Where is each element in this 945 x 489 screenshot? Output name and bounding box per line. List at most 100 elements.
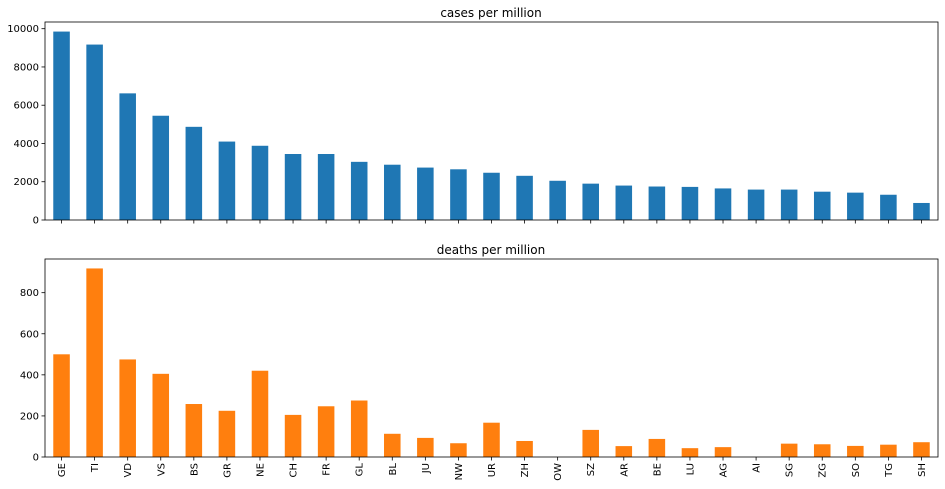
bar-ti [86, 44, 103, 220]
bar-ur [483, 422, 500, 457]
x-tick-label: GE [57, 463, 68, 477]
bar-fr [317, 406, 335, 457]
x-tick-label: NW [454, 463, 465, 480]
x-tick-label: ZH [520, 463, 531, 477]
bar-fr [317, 154, 335, 220]
x-tick-label: GL [355, 463, 366, 477]
x-tick-label: BS [189, 463, 200, 476]
bar-tg [880, 444, 897, 457]
x-tick-label: SH [917, 463, 928, 477]
y-tick-label: 800 [20, 288, 39, 299]
x-tick-label: AR [619, 463, 630, 477]
bar-nw [450, 443, 467, 457]
x-tick-label: NE [255, 463, 266, 477]
x-tick-label: TG [884, 463, 895, 478]
bar-zg [813, 444, 831, 457]
x-tick-label: VS [156, 463, 167, 476]
bar-ne [251, 145, 269, 220]
bar-sh [913, 202, 930, 220]
bar-sz [582, 429, 599, 457]
bar-nw [450, 169, 467, 220]
bar-vs [152, 115, 170, 220]
bar-be [648, 438, 666, 457]
bar-vd [119, 93, 136, 220]
bar-vs [152, 373, 170, 457]
x-tick-label: LU [685, 463, 696, 475]
bar-sh [913, 442, 930, 457]
bar-be [648, 186, 666, 220]
bar-bs [185, 404, 203, 457]
bar-lu [681, 186, 699, 220]
y-tick-label: 400 [20, 370, 39, 381]
bar-bl [384, 433, 401, 457]
x-axis: GE TI VD VS BS GR NE CH FR GL BL JU NW UR ZH OW SZ AR BE LU… [57, 457, 928, 481]
y-axis: 0 2000 4000 6000 8000 10000 [7, 24, 45, 227]
bar-ur [483, 172, 500, 220]
bar-gl [350, 161, 368, 220]
y-tick-label: 200 [20, 411, 39, 422]
x-tick-label: OW [553, 463, 564, 481]
bar-ge [53, 31, 70, 220]
plot-frame [44, 258, 939, 458]
bar-ar [615, 185, 633, 220]
bar-ag [714, 188, 732, 220]
y-tick-label: 6000 [14, 101, 39, 112]
x-tick-label: AI [752, 463, 763, 473]
bar-ju [417, 437, 434, 457]
y-tick-label: 8000 [14, 62, 39, 73]
y-axis: 0 200 400 600 800 [20, 288, 45, 464]
bar-so [847, 192, 864, 220]
x-tick-label: BE [652, 463, 663, 476]
bar-ne [251, 370, 269, 457]
x-tick-label: ZG [818, 463, 829, 478]
x-tick-label: SZ [586, 463, 597, 476]
x-tick-label: FR [322, 463, 333, 476]
x-tick-label: AG [719, 463, 730, 477]
cases-per-million-subplot: cases per million 0 2000 4000 6000 8000 10000 [7, 6, 939, 227]
bar-ar [615, 446, 633, 457]
bar-ge [53, 354, 70, 457]
bar-tg [880, 194, 897, 220]
chart-title: deaths per million [437, 243, 545, 257]
bar-ch [284, 414, 302, 457]
bar-zh [516, 175, 533, 220]
bar-series [53, 268, 930, 457]
deaths-per-million-subplot: deaths per million 0 200 400 600 800 GE TI VD V… [20, 243, 939, 481]
bar-vd [119, 359, 136, 457]
bar-ju [417, 167, 434, 220]
x-tick-label: GR [222, 463, 233, 478]
x-tick-label: BL [388, 463, 399, 476]
chart-title: cases per million [440, 6, 541, 20]
bar-bs [185, 126, 203, 220]
bar-bl [384, 164, 401, 220]
bar-zh [516, 440, 533, 457]
x-tick-label: VD [123, 463, 134, 478]
x-tick-label: TI [90, 463, 101, 473]
x-tick-label: JU [421, 463, 432, 474]
bar-zg [813, 191, 831, 220]
x-tick-label: CH [289, 463, 300, 478]
bar-series [53, 31, 930, 220]
bar-ow [549, 180, 566, 220]
bar-ti [86, 268, 103, 457]
y-tick-label: 10000 [7, 24, 39, 35]
x-tick-label: UR [487, 463, 498, 477]
bar-gr [218, 141, 236, 220]
x-tick-label: SO [851, 463, 862, 477]
plot-frame [44, 21, 939, 221]
y-tick-label: 0 [33, 453, 39, 464]
y-tick-label: 0 [33, 216, 39, 227]
bar-sz [582, 183, 599, 220]
bar-sg [780, 189, 798, 220]
bar-gl [350, 400, 368, 457]
bar-ai [747, 189, 765, 220]
bar-gr [218, 410, 236, 457]
y-tick-label: 2000 [14, 177, 39, 188]
bar-sg [780, 443, 798, 457]
y-tick-label: 600 [20, 329, 39, 340]
bar-ch [284, 154, 302, 220]
y-tick-label: 4000 [14, 139, 39, 150]
bar-so [847, 445, 864, 457]
bar-ag [714, 447, 732, 457]
